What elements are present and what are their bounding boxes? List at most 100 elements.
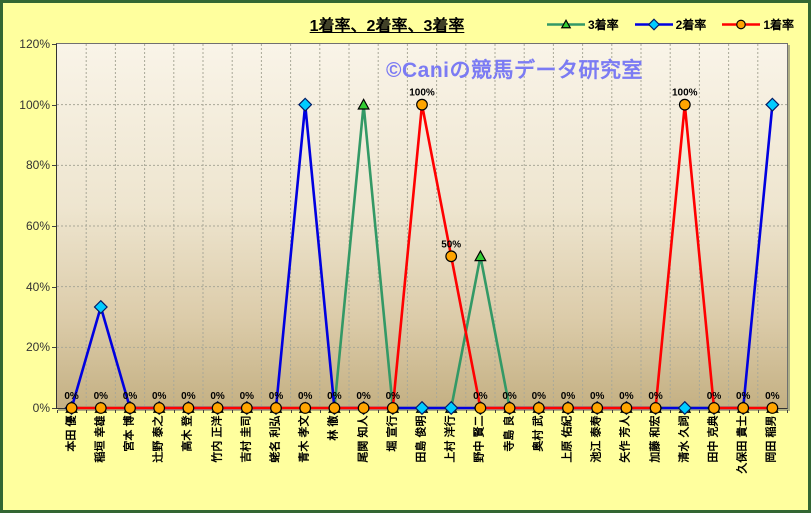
data-point-marker-rank1-rate bbox=[591, 402, 604, 414]
data-label: 0% bbox=[765, 391, 780, 402]
data-point-marker-rank3-rate bbox=[560, 19, 572, 29]
data-point-marker-rank1-rate bbox=[416, 98, 428, 111]
data-label: 0% bbox=[356, 391, 371, 402]
y-axis-label: 60% bbox=[25, 219, 50, 233]
data-label: 0% bbox=[561, 391, 576, 402]
data-label: 0% bbox=[152, 391, 167, 402]
data-label: 0% bbox=[94, 391, 109, 402]
x-axis-tick bbox=[203, 410, 204, 413]
data-point-marker-rank1-rate bbox=[240, 402, 253, 414]
data-point-marker-rank3-rate bbox=[357, 98, 370, 110]
x-axis-label: 堀 宣行 bbox=[386, 415, 399, 452]
y-axis-label: 100% bbox=[19, 97, 50, 112]
x-axis-tick bbox=[319, 410, 321, 413]
data-point-marker-rank1-rate bbox=[474, 402, 487, 414]
y-axis-tick bbox=[52, 165, 56, 167]
legend-label: 2着率 bbox=[675, 18, 707, 32]
x-axis-label: 奥村 武 bbox=[532, 415, 545, 452]
data-point-marker-rank1-rate bbox=[153, 402, 166, 414]
data-point-marker-rank1-rate bbox=[766, 402, 779, 414]
x-axis-label-cell: 本田 優 bbox=[57, 413, 86, 510]
y-axis-tick bbox=[52, 347, 56, 349]
x-axis-label: 池江 泰寿 bbox=[590, 415, 603, 463]
data-label: 0% bbox=[327, 391, 342, 402]
x-axis-tick bbox=[57, 410, 58, 413]
data-point-marker-rank2-rate bbox=[677, 400, 692, 416]
x-axis-tick bbox=[641, 410, 642, 413]
data-label: 0% bbox=[619, 391, 634, 402]
x-axis-tick bbox=[349, 410, 350, 413]
x-axis-label-cell: 宮本 博 bbox=[115, 413, 144, 510]
data-point-marker-rank1-rate bbox=[708, 402, 720, 414]
data-label: 0% bbox=[298, 391, 313, 402]
data-label: 0% bbox=[473, 391, 488, 402]
y-axis-tick bbox=[52, 408, 56, 409]
x-axis-label-cell: 青木 孝文 bbox=[291, 413, 320, 510]
x-axis-tick bbox=[261, 410, 263, 413]
y-axis-label: 80% bbox=[25, 158, 50, 173]
data-point-marker-rank1-rate bbox=[211, 402, 224, 414]
x-axis-tick bbox=[553, 410, 555, 413]
x-axis-label: 尾関 知人 bbox=[357, 415, 370, 463]
y-axis-tick bbox=[52, 104, 56, 106]
data-point-marker-rank1-rate bbox=[737, 402, 750, 414]
data-point-marker-rank1-rate bbox=[299, 402, 312, 414]
data-label: 0% bbox=[240, 391, 255, 402]
data-point-marker-rank1-rate bbox=[445, 250, 458, 263]
x-axis-tick bbox=[378, 410, 380, 413]
x-axis-tick bbox=[407, 410, 409, 413]
x-axis-tick bbox=[757, 410, 759, 413]
x-axis-label-cell: 堀 宣行 bbox=[378, 413, 407, 510]
x-axis-tick bbox=[582, 410, 584, 413]
x-axis-tick bbox=[144, 410, 146, 413]
x-axis-label-cell: 寺島 良 bbox=[495, 413, 524, 510]
x-axis-label: 蛯名 利弘 bbox=[269, 415, 282, 463]
data-point-marker-rank1-rate bbox=[386, 402, 399, 414]
chart-title: 1着率、2着率、3着率 bbox=[309, 18, 465, 35]
x-axis-label: 青木 孝文 bbox=[298, 415, 311, 463]
x-axis-label-cell: 高木 登 bbox=[174, 413, 203, 510]
x-axis-label: 林 徹 bbox=[327, 415, 340, 441]
x-axis-label-cell: 岡田 稲男 bbox=[758, 413, 787, 510]
legend-item-rank3-rate: 3着率 bbox=[546, 16, 619, 33]
x-axis-label: 上村 洋行 bbox=[444, 415, 457, 463]
data-point-marker-rank1-rate bbox=[357, 402, 370, 414]
x-axis-tick bbox=[115, 410, 117, 413]
x-axis-label: 岡田 稲男 bbox=[765, 415, 778, 463]
data-label: 0% bbox=[269, 391, 284, 402]
x-axis-label: 上原 佑紀 bbox=[561, 415, 574, 463]
x-axis-label-cell: 蛯名 利弘 bbox=[261, 413, 290, 510]
x-axis-label-cell: 矢作 芳人 bbox=[612, 413, 641, 510]
legend-item-rank1-rate: 1着率 bbox=[721, 16, 794, 33]
data-point-marker-rank1-rate bbox=[532, 402, 545, 414]
data-label: 100% bbox=[409, 88, 435, 99]
x-axis-label-cell: 尾関 知人 bbox=[349, 413, 378, 510]
data-point-marker-rank1-rate bbox=[65, 402, 78, 414]
data-label: 0% bbox=[532, 391, 547, 402]
legend-label: 1着率 bbox=[763, 18, 794, 32]
data-point-marker-rank2-rate bbox=[298, 97, 313, 112]
legend-diamond-marker-icon bbox=[634, 18, 673, 31]
data-point-marker-rank1-rate bbox=[182, 402, 195, 414]
series-canvas: 0% 0% 0% 0% 0% 0% 0% 0% 0% 0% 0% 0% 100% 50% 0% 0% 0% 0% 0… bbox=[57, 44, 787, 416]
y-axis-tick bbox=[52, 286, 56, 288]
x-axis-label: 本田 優 bbox=[65, 415, 78, 452]
data-label: 0% bbox=[123, 391, 138, 402]
x-axis-label-cell: 野中 賢二 bbox=[466, 413, 495, 510]
x-axis-tick bbox=[465, 410, 467, 413]
data-label: 0% bbox=[590, 391, 605, 402]
data-point-marker-rank1-rate bbox=[270, 402, 282, 414]
x-axis-label: 田島 俊明 bbox=[415, 415, 428, 463]
x-axis-tick bbox=[436, 410, 438, 413]
data-label: 0% bbox=[386, 391, 401, 402]
series-line-rank2-rate bbox=[70, 103, 774, 410]
x-axis-label-cell: 辻野 泰之 bbox=[145, 413, 174, 510]
data-point-marker-rank1-rate bbox=[620, 402, 633, 414]
legend-circle-marker-icon bbox=[722, 19, 761, 30]
x-axis-label-cell: 吉村 圭司 bbox=[232, 413, 261, 510]
legend-triangle-marker-icon bbox=[546, 19, 585, 29]
data-label: 0% bbox=[502, 391, 517, 402]
x-axis-label-cell: 上村 洋行 bbox=[437, 413, 466, 510]
x-axis-label: 寺島 良 bbox=[503, 415, 516, 452]
